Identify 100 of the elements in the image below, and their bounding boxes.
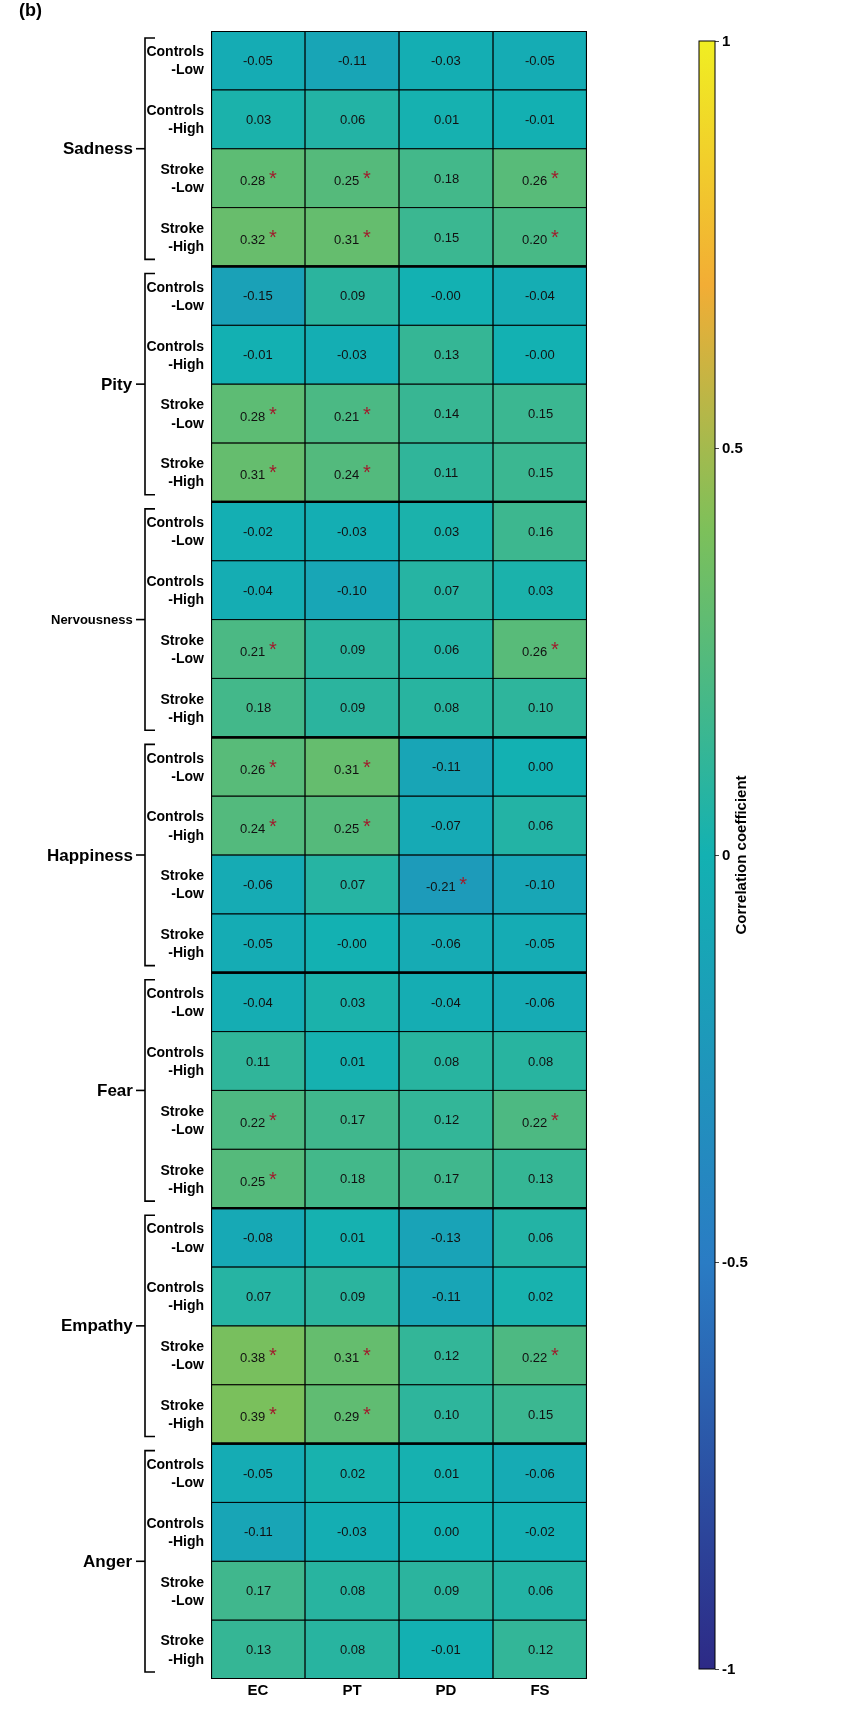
data-label: 0.26 * [522, 638, 559, 660]
data-label: -0.04 [431, 995, 461, 1010]
data-label: 0.21 * [240, 638, 277, 660]
data-label: -0.02 [243, 524, 273, 539]
data-label: 0.17 [246, 1583, 272, 1598]
data-label: 0.06 [528, 818, 554, 833]
data-label: 0.07 [340, 877, 366, 892]
data-label: 0.09 [340, 700, 366, 715]
data-label: 0.08 [340, 1583, 366, 1598]
data-label: 0.09 [340, 642, 366, 657]
data-label: -0.11 [432, 1289, 461, 1304]
data-label: 0.03 [246, 112, 272, 127]
data-label: 0.11 [246, 1054, 271, 1069]
data-label: 0.06 [528, 1583, 554, 1598]
data-label: 0.22 * [522, 1344, 559, 1366]
data-label: -0.21 * [426, 873, 468, 895]
data-label: 0.01 [434, 1466, 460, 1481]
data-label: -0.06 [243, 877, 273, 892]
y-tick-label: Stroke -High [160, 690, 205, 725]
data-label: 0.00 [528, 759, 554, 774]
data-label: -0.04 [525, 288, 555, 303]
y-tick-label: Controls -Low [146, 278, 205, 313]
data-label: -0.11 [432, 759, 461, 774]
y-tick-label: Controls -High [146, 1043, 205, 1078]
y-tick-label: Stroke -High [160, 1161, 205, 1196]
data-label: 0.39 * [240, 1403, 277, 1425]
color-bar-label: -0.5 [722, 1253, 748, 1271]
data-label: 0.25 * [334, 167, 371, 189]
data-label: 0.06 [340, 112, 366, 127]
data-label: 0.09 [434, 1583, 460, 1598]
data-label: 0.31 * [334, 756, 371, 778]
data-label: 0.26 * [240, 756, 277, 778]
y-tick-label: Stroke -Low [160, 1102, 205, 1137]
data-label: -0.02 [525, 1524, 555, 1539]
data-label: -0.13 [431, 1230, 461, 1245]
data-label: 0.21 * [334, 403, 371, 425]
data-label: 0.07 [434, 583, 460, 598]
data-label: 0.22 * [522, 1109, 559, 1131]
data-label: 0.18 [340, 1171, 366, 1186]
data-label: -0.01 [431, 1642, 461, 1657]
x-tick-label: PT [342, 1681, 362, 1698]
y-tick-label: Controls -Low [146, 1455, 205, 1490]
color-bar-title: Correlation coefficient [732, 775, 750, 935]
data-label: 0.07 [246, 1289, 272, 1304]
y-tick-label: Stroke -High [160, 1396, 205, 1432]
data-label: 0.13 [434, 347, 460, 362]
y-tick-label: Stroke -Low [160, 160, 205, 196]
x-tick-label: EC [247, 1681, 269, 1698]
data-label: -0.15 [243, 288, 273, 303]
data-label: 0.18 [434, 171, 460, 186]
y-tick-label: Controls -High [146, 1279, 205, 1314]
data-label: -0.06 [525, 1466, 555, 1481]
data-label: 0.17 [340, 1112, 366, 1127]
x-tick-label: PD [435, 1681, 457, 1698]
data-label: 0.25 * [240, 1168, 277, 1190]
data-label: 0.08 [340, 1642, 366, 1657]
data-label: 0.31 * [334, 226, 371, 248]
data-label: 0.09 [340, 1289, 366, 1304]
data-label: -0.04 [243, 995, 273, 1010]
data-label: -0.10 [525, 877, 555, 892]
y-tick-label: Controls -High [146, 808, 205, 843]
data-label: 0.08 [434, 700, 460, 715]
data-label: 0.17 [434, 1171, 460, 1186]
y-tick-label: Stroke -Low [160, 396, 205, 431]
y-tick-label: Stroke -High [160, 455, 205, 490]
data-label: 0.32 * [240, 226, 277, 248]
data-label: 0.15 [528, 406, 554, 421]
data-label: -0.00 [431, 288, 461, 303]
data-label: -0.04 [243, 583, 273, 598]
text: (b) [19, 0, 43, 21]
data-label: -0.05 [525, 936, 555, 951]
data-label: 0.12 [434, 1112, 460, 1127]
data-label: 0.15 [528, 1407, 554, 1422]
data-label: -0.03 [337, 1524, 367, 1539]
y-tick-label: Stroke -High [160, 926, 205, 961]
data-label: 0.10 [434, 1407, 460, 1422]
data-label: 0.01 [434, 112, 460, 127]
data-label: -0.03 [337, 524, 367, 539]
data-label: 0.10 [528, 700, 554, 715]
data-label: 0.22 * [240, 1109, 277, 1131]
data-label: 0.28 * [240, 403, 277, 425]
text: Fear [97, 1081, 134, 1100]
text: Empathy [61, 1316, 134, 1335]
y-tick-label: Stroke -High [160, 219, 205, 254]
data-label: -0.05 [243, 1466, 273, 1481]
y-tick-label: Stroke -Low [160, 631, 205, 666]
y-tick-label: Controls -Low [146, 1220, 205, 1255]
text: Happiness [47, 846, 133, 865]
data-label: 0.16 [528, 524, 554, 539]
data-label: -0.07 [431, 818, 461, 833]
y-tick-label: Controls -Low [146, 749, 205, 784]
data-label: -0.08 [243, 1230, 273, 1245]
text: Sadness [63, 139, 133, 158]
data-label: -0.10 [337, 583, 367, 598]
data-label: -0.11 [244, 1524, 273, 1539]
data-label: -0.05 [525, 53, 555, 68]
data-label: -0.06 [431, 936, 461, 951]
y-tick-label: Stroke -Low [160, 1338, 205, 1373]
y-tick-label: Controls -High [146, 1514, 205, 1549]
data-label: 0.00 [434, 1524, 460, 1539]
